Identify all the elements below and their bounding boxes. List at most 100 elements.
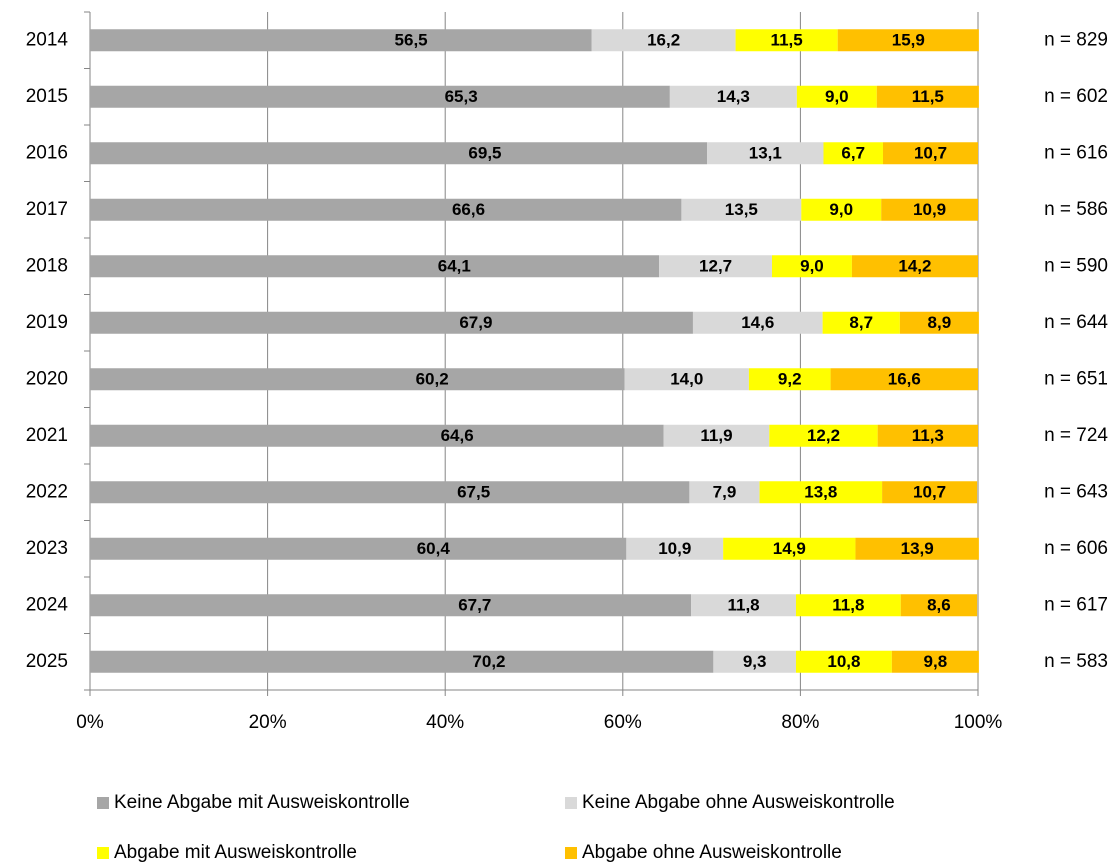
data-label: 69,5 — [468, 144, 501, 163]
bar-segment — [882, 481, 978, 504]
bar-segment — [795, 650, 892, 673]
data-label: 67,9 — [459, 313, 492, 332]
data-label: 10,9 — [913, 200, 946, 219]
bar-segment — [659, 255, 772, 278]
data-label: 64,1 — [438, 257, 471, 276]
bar-segment — [713, 650, 796, 673]
bar-segment — [801, 198, 882, 221]
x-tick-label: 80% — [781, 712, 819, 733]
data-label: 9,8 — [924, 652, 948, 671]
y-tick-label: 2014 — [26, 29, 69, 50]
data-label: 60,2 — [416, 370, 449, 389]
bar-segment — [90, 537, 627, 560]
bar-segment — [90, 594, 692, 617]
data-label: 10,8 — [827, 652, 860, 671]
data-label: 13,9 — [901, 539, 934, 558]
bar-segment — [90, 424, 664, 447]
data-label: 11,9 — [700, 426, 732, 445]
bar-segment — [855, 537, 979, 560]
bar-segment — [899, 311, 979, 334]
n-label: n = 724 — [1044, 425, 1108, 446]
bar-segment — [624, 368, 749, 391]
y-tick-label: 2017 — [26, 199, 68, 220]
data-label: 64,6 — [441, 426, 474, 445]
bar-segment — [735, 29, 838, 52]
bar-segment — [759, 481, 883, 504]
legend-swatch — [565, 797, 577, 809]
n-label: n = 606 — [1044, 538, 1108, 559]
data-label: 9,2 — [778, 370, 802, 389]
n-label: n = 616 — [1044, 142, 1108, 163]
data-label: 7,9 — [713, 483, 737, 502]
data-label: 11,5 — [771, 31, 803, 50]
bar-segment — [900, 594, 978, 617]
y-tick-label: 2023 — [26, 538, 68, 559]
y-tick-label: 2020 — [26, 368, 68, 389]
n-label: n = 602 — [1044, 86, 1108, 107]
data-label: 67,7 — [458, 596, 491, 615]
bar-segment — [692, 311, 823, 334]
data-label: 14,2 — [898, 257, 931, 276]
bar-segment — [626, 537, 724, 560]
legend-label: Abgabe ohne Ausweiskontrolle — [582, 842, 842, 863]
bar-segment — [591, 29, 736, 52]
data-label: 13,8 — [804, 483, 837, 502]
bar-segment — [723, 537, 856, 560]
data-label: 13,5 — [725, 200, 758, 219]
x-tick-label: 60% — [604, 712, 642, 733]
bar-segment — [90, 481, 690, 504]
bar-segment — [90, 255, 660, 278]
legend-swatch — [97, 797, 109, 809]
data-label: 14,6 — [741, 313, 774, 332]
data-label: 11,8 — [727, 596, 759, 615]
data-label: 9,0 — [825, 87, 849, 106]
bar-segment — [877, 424, 978, 447]
bar-segment — [837, 29, 979, 52]
n-label: n = 651 — [1044, 368, 1108, 389]
data-label: 8,7 — [849, 313, 873, 332]
data-label: 66,6 — [452, 200, 485, 219]
bar-segment — [876, 85, 979, 108]
bar-segment — [707, 142, 824, 165]
bar-segment — [663, 424, 770, 447]
y-tick-label: 2022 — [26, 481, 68, 502]
n-label: n = 643 — [1044, 481, 1108, 502]
data-label: 14,9 — [773, 539, 806, 558]
bar-segment — [771, 255, 852, 278]
n-label: n = 590 — [1044, 255, 1108, 276]
data-label: 8,9 — [928, 313, 952, 332]
data-label: 10,9 — [658, 539, 691, 558]
data-label: 12,2 — [807, 426, 840, 445]
data-label: 14,3 — [717, 87, 750, 106]
bar-segment — [823, 142, 883, 165]
n-label: n = 586 — [1044, 199, 1108, 220]
data-label: 67,5 — [457, 483, 490, 502]
data-label: 10,7 — [913, 483, 946, 502]
y-tick-label: 2018 — [26, 255, 68, 276]
data-label: 16,6 — [888, 370, 921, 389]
bar-segment — [90, 368, 625, 391]
data-label: 70,2 — [472, 652, 505, 671]
bar-segment — [881, 198, 978, 221]
data-label: 11,8 — [832, 596, 864, 615]
bar-segment — [90, 85, 670, 108]
bar-segment — [882, 142, 978, 165]
data-label: 65,3 — [445, 87, 478, 106]
bar-segment — [90, 311, 693, 334]
bar-segment — [795, 594, 901, 617]
bar-segment — [90, 142, 708, 165]
legend-label: Keine Abgabe mit Ausweiskontrolle — [114, 792, 410, 813]
bar-segment — [891, 650, 979, 673]
bar-segment — [90, 650, 714, 673]
bar-segment — [90, 29, 592, 52]
n-label: n = 644 — [1044, 312, 1108, 333]
data-label: 14,0 — [670, 370, 703, 389]
y-tick-label: 2021 — [26, 425, 68, 446]
x-tick-label: 40% — [426, 712, 464, 733]
y-tick-label: 2015 — [26, 86, 68, 107]
bar-segment — [851, 255, 978, 278]
data-label: 15,9 — [892, 31, 925, 50]
y-tick-label: 2019 — [26, 312, 68, 333]
data-label: 16,2 — [647, 31, 680, 50]
